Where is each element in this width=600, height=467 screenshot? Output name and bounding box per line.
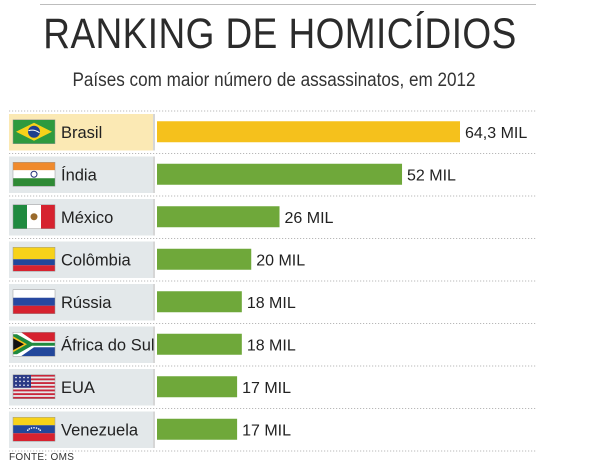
chart-row: Colômbia 20 MIL bbox=[9, 238, 537, 278]
chart-row: EUA 17 MIL bbox=[9, 365, 537, 406]
bar bbox=[157, 376, 238, 398]
value-label: 17 MIL bbox=[242, 380, 291, 397]
category-label: EUA bbox=[61, 379, 95, 397]
chart-row: Brasil 64,3 MIL bbox=[9, 110, 537, 151]
category-label: África do Sul bbox=[61, 335, 155, 354]
bar bbox=[157, 333, 242, 355]
venezuela-flag-icon bbox=[12, 417, 56, 442]
mexico-flag-icon bbox=[12, 204, 56, 229]
colombia-flag-icon bbox=[12, 247, 56, 272]
category-label: Rússia bbox=[61, 294, 112, 312]
chart-row: Índia 52 MIL bbox=[9, 153, 537, 193]
chart-subtitle: Países com maior número de assassinatos,… bbox=[72, 70, 476, 91]
value-label: 17 MIL bbox=[242, 422, 291, 439]
value-label: 52 MIL bbox=[407, 167, 456, 184]
chart-row: Venezuela 17 MIL bbox=[9, 408, 537, 448]
value-label: 26 MIL bbox=[285, 210, 334, 227]
bar bbox=[157, 291, 242, 313]
chart-row: Rússia 18 MIL bbox=[9, 280, 537, 321]
usa-flag-icon bbox=[12, 374, 56, 399]
chart-row: África do Sul 18 MIL bbox=[9, 323, 537, 363]
bar bbox=[157, 121, 460, 143]
india-flag-icon bbox=[12, 162, 56, 187]
bar bbox=[157, 206, 280, 228]
bar bbox=[157, 163, 403, 185]
russia-flag-icon bbox=[12, 289, 56, 314]
brazil-flag-icon bbox=[12, 119, 56, 144]
south-africa-flag-icon bbox=[12, 332, 56, 357]
category-label: Brasil bbox=[61, 124, 102, 142]
chart-title: RANKING DE HOMICÍDIOS bbox=[43, 10, 517, 58]
source-note: FONTE: OMS bbox=[9, 452, 75, 463]
bar bbox=[157, 418, 238, 440]
value-label: 20 MIL bbox=[256, 252, 305, 269]
value-label: 18 MIL bbox=[247, 295, 296, 312]
category-label: Colômbia bbox=[61, 251, 132, 269]
value-label: 18 MIL bbox=[247, 337, 296, 354]
value-label: 64,3 MIL bbox=[465, 125, 527, 142]
bar bbox=[157, 248, 252, 270]
category-label: Índia bbox=[61, 165, 98, 184]
top-rule bbox=[40, 4, 536, 5]
category-label: México bbox=[61, 209, 113, 227]
category-label: Venezuela bbox=[61, 421, 139, 439]
chart-row: México 26 MIL bbox=[9, 195, 537, 236]
